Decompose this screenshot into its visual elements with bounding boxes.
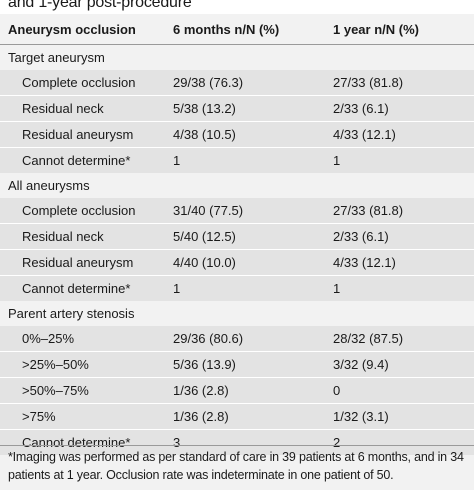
value-1-year: 1 bbox=[333, 153, 341, 168]
value-1-year: 2/33 (6.1) bbox=[333, 229, 389, 244]
section-label: Parent artery stenosis bbox=[8, 306, 135, 321]
column-header-1-year: 1 year n/N (%) bbox=[333, 22, 419, 37]
table-row: Cannot determine* 1 1 bbox=[0, 147, 474, 173]
row-label: Residual aneurysm bbox=[22, 255, 134, 270]
row-label: Complete occlusion bbox=[22, 203, 136, 218]
row-label: Residual neck bbox=[22, 101, 104, 116]
row-label: Cannot determine* bbox=[22, 435, 131, 450]
value-6-months: 1 bbox=[173, 281, 181, 296]
value-1-year: 4/33 (12.1) bbox=[333, 127, 396, 142]
column-header-6-months: 6 months n/N (%) bbox=[173, 22, 280, 37]
row-label: Cannot determine* bbox=[22, 281, 131, 296]
value-1-year: 3/32 (9.4) bbox=[333, 357, 389, 372]
table-row: 0%–25% 29/36 (80.6) 28/32 (87.5) bbox=[0, 326, 474, 351]
row-label: Complete occlusion bbox=[22, 75, 136, 90]
table-row: Cannot determine* 1 1 bbox=[0, 275, 474, 301]
value-1-year: 1/32 (3.1) bbox=[333, 409, 389, 424]
footnote-divider bbox=[0, 445, 474, 446]
column-header-occlusion: Aneurysm occlusion bbox=[8, 22, 136, 37]
value-1-year: 2 bbox=[333, 435, 341, 450]
section-label: Target aneurysm bbox=[8, 50, 105, 65]
row-label: Residual neck bbox=[22, 229, 104, 244]
value-1-year: 27/33 (81.8) bbox=[333, 203, 404, 218]
value-6-months: 31/40 (77.5) bbox=[173, 203, 244, 218]
value-1-year: 2/33 (6.1) bbox=[333, 101, 389, 116]
value-6-months: 3 bbox=[173, 435, 181, 450]
row-label: >50%–75% bbox=[22, 383, 89, 398]
value-6-months: 4/38 (10.5) bbox=[173, 127, 236, 142]
value-6-months: 5/36 (13.9) bbox=[173, 357, 236, 372]
value-1-year: 0 bbox=[333, 383, 341, 398]
table-footnote: *Imaging was performed as per standard o… bbox=[8, 450, 464, 482]
row-label: >25%–50% bbox=[22, 357, 89, 372]
value-6-months: 5/40 (12.5) bbox=[173, 229, 236, 244]
table-row: Cannot determine* 3 2 bbox=[0, 429, 474, 455]
value-6-months: 29/36 (80.6) bbox=[173, 331, 244, 346]
section-row: All aneurysms bbox=[0, 173, 474, 198]
table-row: >25%–50% 5/36 (13.9) 3/32 (9.4) bbox=[0, 351, 474, 377]
value-6-months: 1/36 (2.8) bbox=[173, 409, 229, 424]
table-header-row: Aneurysm occlusion 6 months n/N (%) 1 ye… bbox=[0, 16, 474, 45]
value-6-months: 1 bbox=[173, 153, 181, 168]
table-row: >50%–75% 1/36 (2.8) 0 bbox=[0, 377, 474, 403]
table-row: Residual neck 5/40 (12.5) 2/33 (6.1) bbox=[0, 223, 474, 249]
row-label: >75% bbox=[22, 409, 56, 424]
section-row: Parent artery stenosis bbox=[0, 301, 474, 326]
table-row: Complete occlusion 29/38 (76.3) 27/33 (81.… bbox=[0, 70, 474, 95]
value-6-months: 5/38 (13.2) bbox=[173, 101, 236, 116]
table-title-text: and 1-year post-procedure bbox=[8, 0, 192, 11]
section-label: All aneurysms bbox=[8, 178, 90, 193]
value-6-months: 29/38 (76.3) bbox=[173, 75, 244, 90]
table-row: Residual aneurysm 4/40 (10.0) 4/33 (12.1) bbox=[0, 249, 474, 275]
occlusion-table: Aneurysm occlusion 6 months n/N (%) 1 ye… bbox=[0, 16, 474, 455]
value-1-year: 28/32 (87.5) bbox=[333, 331, 404, 346]
value-1-year: 1 bbox=[333, 281, 341, 296]
row-label: 0%–25% bbox=[22, 331, 75, 346]
section-row: Target aneurysm bbox=[0, 45, 474, 70]
table-body: Target aneurysm Complete occlusion 29/38 (… bbox=[0, 45, 474, 455]
table-row: Residual neck 5/38 (13.2) 2/33 (6.1) bbox=[0, 95, 474, 121]
value-6-months: 4/40 (10.0) bbox=[173, 255, 236, 270]
table-row: Complete occlusion 31/40 (77.5) 27/33 (81.… bbox=[0, 198, 474, 223]
value-6-months: 1/36 (2.8) bbox=[173, 383, 229, 398]
table-row: >75% 1/36 (2.8) 1/32 (3.1) bbox=[0, 403, 474, 429]
table-title: and 1-year post-procedure bbox=[0, 0, 474, 14]
row-label: Residual aneurysm bbox=[22, 127, 134, 142]
table-row: Residual aneurysm 4/38 (10.5) 4/33 (12.1) bbox=[0, 121, 474, 147]
value-1-year: 27/33 (81.8) bbox=[333, 75, 404, 90]
value-1-year: 4/33 (12.1) bbox=[333, 255, 396, 270]
row-label: Cannot determine* bbox=[22, 153, 131, 168]
